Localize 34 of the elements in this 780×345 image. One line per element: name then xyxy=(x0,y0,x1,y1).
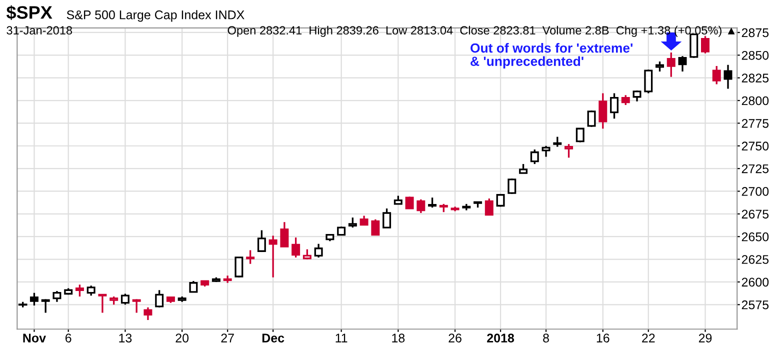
x-tick-label: 8 xyxy=(543,334,549,342)
y-tick-label: 2600 xyxy=(742,278,769,287)
y-tick-label: 2575 xyxy=(742,300,769,310)
y-tick-label: 2675 xyxy=(742,210,769,219)
y-tick-label: 2775 xyxy=(742,119,769,128)
annotation: Open 2832.41 High 2839.26 Low 2813.04 Close 2823.81 Volume 2.8B Chg +1.38 (+0.05%) ▲ xyxy=(228,26,735,37)
y-tick-label: 2750 xyxy=(742,142,769,151)
x-tick-label: 20 xyxy=(176,334,189,342)
y-tick-label: 2850 xyxy=(742,50,769,60)
x-tick-label: 2018 xyxy=(487,334,514,342)
annotation: Out of words for 'extreme' & 'unprecedented' xyxy=(470,43,632,69)
x-tick-label: 29 xyxy=(698,334,712,342)
y-tick-label: 2625 xyxy=(742,255,769,264)
x-tick-label: 6 xyxy=(66,334,72,342)
x-tick-label: Nov xyxy=(23,334,46,342)
candlestick xyxy=(724,64,732,90)
x-tick-label: Dec xyxy=(262,334,284,342)
annotation: 31-Jan-2018 xyxy=(6,26,72,35)
y-tick-label: 2875 xyxy=(742,28,769,38)
x-tick-label: 26 xyxy=(448,334,462,342)
candlestick xyxy=(268,234,278,278)
chart-title: $SPX xyxy=(6,5,52,20)
y-tick-label: 2700 xyxy=(742,187,769,196)
x-tick-label: 27 xyxy=(221,334,234,342)
x-tick-label: 11 xyxy=(336,334,348,342)
y-tick-label: 2800 xyxy=(742,96,769,106)
x-tick-label: 18 xyxy=(392,334,405,342)
x-tick-label: 13 xyxy=(119,334,132,342)
chart-subtitle: S&P 500 Large Cap Index INDX xyxy=(66,10,244,22)
x-tick-label: 22 xyxy=(642,334,655,342)
y-tick-label: 2825 xyxy=(742,74,769,82)
y-tick-label: 2725 xyxy=(742,164,769,174)
x-tick-label: 16 xyxy=(596,334,610,342)
y-tick-label: 2650 xyxy=(742,232,769,242)
